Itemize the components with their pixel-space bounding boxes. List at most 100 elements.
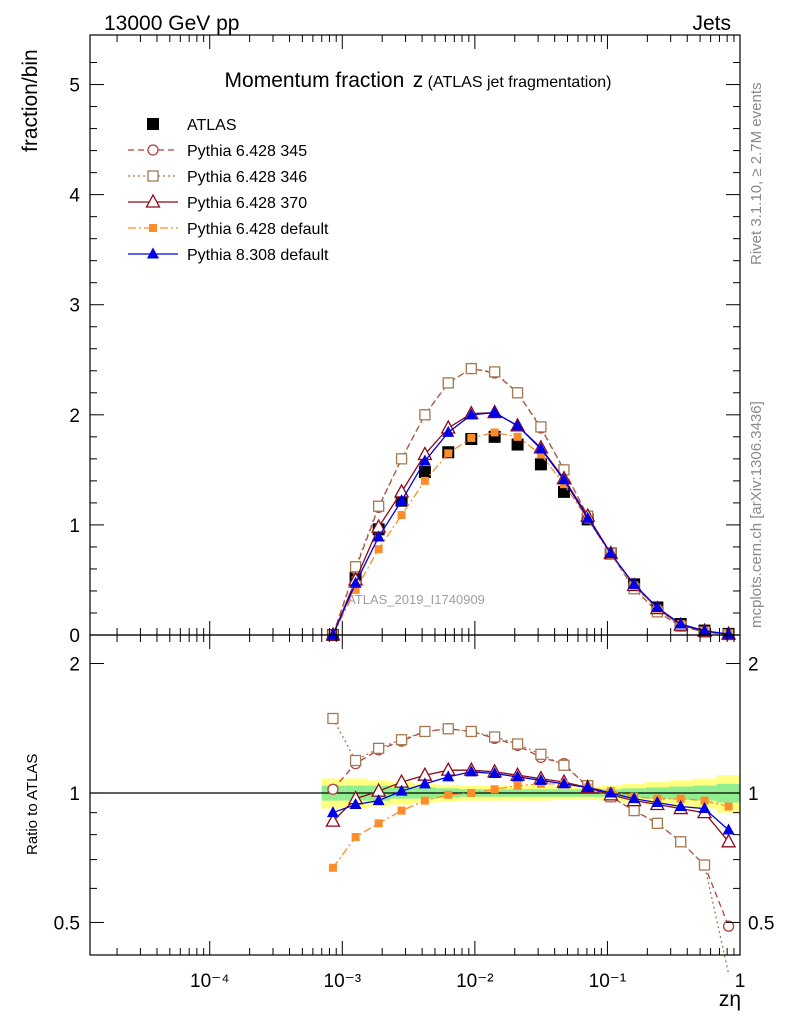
ratio-point-p346-5 bbox=[442, 723, 454, 735]
legend-label-p346: Pythia 6.428 346 bbox=[187, 169, 307, 186]
main-point-p8def-10 bbox=[557, 473, 570, 485]
main-point-p6def-3 bbox=[397, 511, 406, 519]
main-point-p346-9 bbox=[535, 421, 547, 433]
legend: ATLAS Pythia 6.428 345 Pythia 6.428 346 Pyt… bbox=[128, 117, 329, 264]
main-point-p346-1 bbox=[349, 561, 362, 573]
main-point-p346-7 bbox=[488, 366, 501, 378]
main-point-p6def-2 bbox=[374, 545, 383, 554]
ratio-point-p8def-1 bbox=[349, 798, 362, 810]
ratio-y-tick-label-right-2: 2 bbox=[748, 655, 759, 676]
main-point-p8def-7 bbox=[488, 406, 501, 418]
main-point-p8def-2 bbox=[372, 530, 385, 542]
legend-marker-atlas bbox=[147, 118, 159, 130]
series-layer bbox=[325, 362, 737, 974]
main-point-p6def-9 bbox=[536, 450, 545, 459]
ratio-point-p345-0 bbox=[327, 783, 339, 795]
ratio-series-p345 bbox=[327, 723, 735, 932]
main-point-p346-3 bbox=[395, 453, 408, 465]
ratio-point-p346-6 bbox=[465, 725, 477, 738]
main-point-p6def-6 bbox=[467, 433, 476, 442]
ratio-point-p370-17 bbox=[720, 833, 737, 848]
ratio-y-tick-label-left-1: 1 bbox=[69, 784, 80, 805]
header-energy-label: 13000 GeV pp bbox=[104, 12, 239, 35]
main-point-p8def-3 bbox=[395, 494, 408, 506]
legend-label-atlas: ATLAS bbox=[187, 117, 237, 134]
legend-entry-p346: Pythia 6.428 346 bbox=[128, 169, 307, 186]
ratio-y-tick-label-right-1: 1 bbox=[748, 784, 759, 805]
ratio-point-p6def-0 bbox=[328, 863, 337, 872]
legend-entry-p6def: Pythia 6.428 default bbox=[128, 221, 329, 238]
main-point-p8def-13 bbox=[628, 577, 641, 589]
ratio-point-p346-2 bbox=[372, 742, 385, 754]
ratio-point-p346-13 bbox=[628, 804, 640, 817]
ratio-point-p6def-2 bbox=[374, 819, 383, 828]
analysis-watermark: ATLAS_2019_I1740909 bbox=[347, 592, 485, 607]
ratio-y-tick-label-left-2: 2 bbox=[69, 655, 80, 676]
ratio-y-tick-label-left-0: 0.5 bbox=[54, 913, 80, 934]
mcplots-label: mcplots.cern.ch [arXiv:1306.3436] bbox=[748, 401, 765, 628]
ratio-point-p8def-6 bbox=[465, 765, 478, 777]
ratio-point-p345-17 bbox=[722, 920, 735, 932]
ratio-point-p8def-11 bbox=[581, 780, 594, 792]
ratio-series-p8def bbox=[326, 765, 735, 835]
ratio-point-p6def-15 bbox=[676, 794, 685, 803]
ratio-point-p8def-4 bbox=[418, 777, 431, 789]
main-point-p8def-8 bbox=[511, 419, 524, 431]
main-point-p8def-16 bbox=[698, 624, 711, 636]
ratio-series-p346 bbox=[327, 712, 730, 974]
ratio-point-p8def-10 bbox=[557, 777, 570, 789]
main-y-tick-label-3: 3 bbox=[69, 296, 80, 317]
ratio-line-p345 bbox=[332, 728, 730, 927]
ratio-point-p8def-5 bbox=[442, 770, 455, 782]
legend-entry-atlas: ATLAS bbox=[147, 117, 237, 134]
x-tick-label-3: 10⁻¹ bbox=[589, 971, 627, 992]
main-y-axis-title: fraction/bin bbox=[19, 49, 42, 152]
ratio-point-p6def-6 bbox=[467, 788, 476, 797]
ratio-point-p6def-4 bbox=[420, 796, 429, 805]
legend-marker-p345 bbox=[147, 144, 159, 156]
main-point-p346-8 bbox=[511, 387, 524, 399]
ratio-point-p8def-9 bbox=[534, 773, 547, 785]
main-point-p8def-9 bbox=[534, 442, 547, 454]
main-point-p8def-17 bbox=[722, 627, 735, 639]
main-point-p8def-14 bbox=[651, 600, 664, 612]
main-point-p6def-4 bbox=[420, 476, 429, 485]
ratio-point-p8def-3 bbox=[395, 784, 408, 796]
x-tick-label-0: 10⁻⁴ bbox=[190, 971, 229, 992]
main-series-p6def bbox=[328, 428, 733, 639]
ratio-point-p346-8 bbox=[511, 738, 524, 750]
main-point-p6def-7 bbox=[490, 428, 499, 437]
legend-marker-p346 bbox=[147, 170, 159, 182]
main-point-p8def-15 bbox=[674, 617, 687, 629]
main-point-p346-5 bbox=[442, 377, 454, 389]
main-point-p8def-1 bbox=[349, 576, 362, 588]
ratio-point-p346-15 bbox=[675, 836, 687, 848]
main-point-p346-6 bbox=[465, 362, 477, 375]
x-tick-label-4: 1 bbox=[735, 971, 746, 992]
ratio-point-p346-14 bbox=[651, 817, 664, 829]
plot-title-sub: (ATLAS jet fragmentation) bbox=[428, 74, 612, 91]
ratio-line-p346 bbox=[332, 718, 730, 974]
plot-title-symbol: z bbox=[413, 69, 424, 92]
ratio-point-p8def-2 bbox=[372, 794, 385, 806]
legend-marker-p6def bbox=[149, 224, 157, 232]
main-point-p346-4 bbox=[419, 409, 431, 421]
main-point-p8def-12 bbox=[604, 547, 617, 559]
legend-marker-p8def bbox=[147, 247, 159, 259]
main-y-tick-label-1: 1 bbox=[69, 516, 80, 537]
ratio-point-p6def-16 bbox=[700, 796, 709, 805]
legend-entry-p370: Pythia 6.428 370 bbox=[128, 193, 307, 212]
ratio-point-p6def-8 bbox=[513, 781, 522, 790]
main-point-p6def-1 bbox=[351, 585, 360, 594]
ratio-point-p8def-13 bbox=[628, 792, 641, 804]
main-point-atlas-8 bbox=[511, 438, 524, 451]
main-point-p8def-6 bbox=[465, 408, 478, 420]
ratio-point-p8def-8 bbox=[511, 770, 524, 782]
legend-label-p8def: Pythia 8.308 default bbox=[187, 247, 329, 264]
ratio-point-p6def-17 bbox=[724, 802, 733, 811]
ratio-point-p6def-5 bbox=[444, 790, 453, 799]
main-point-p6def-8 bbox=[513, 432, 522, 441]
ratio-point-p8def-15 bbox=[674, 800, 687, 812]
x-axis-title: zη bbox=[719, 988, 741, 1011]
